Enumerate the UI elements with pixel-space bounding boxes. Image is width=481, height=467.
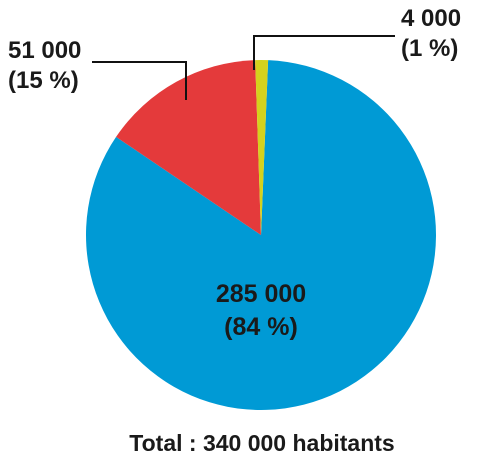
slice-percent-label-285000: (84 %) — [224, 313, 298, 341]
pie-slice-4000 — [255, 59, 269, 236]
slice-value-label-51000: 51 000 — [8, 37, 81, 64]
slice-value-label-4000: 4 000 — [401, 5, 461, 32]
slice-value-label-285000: 285 000 — [216, 280, 306, 308]
chart-total-label: Total : 340 000 habitants — [129, 430, 394, 456]
slice-percent-label-51000: (15 %) — [8, 67, 79, 94]
pie-slices — [86, 59, 437, 410]
leader-line-4000 — [253, 35, 395, 70]
pie-slice-285000 — [86, 60, 437, 410]
pie-slice-51000 — [116, 60, 261, 235]
leader-line-51000 — [92, 61, 187, 100]
slice-percent-label-4000: (1 %) — [401, 35, 458, 62]
